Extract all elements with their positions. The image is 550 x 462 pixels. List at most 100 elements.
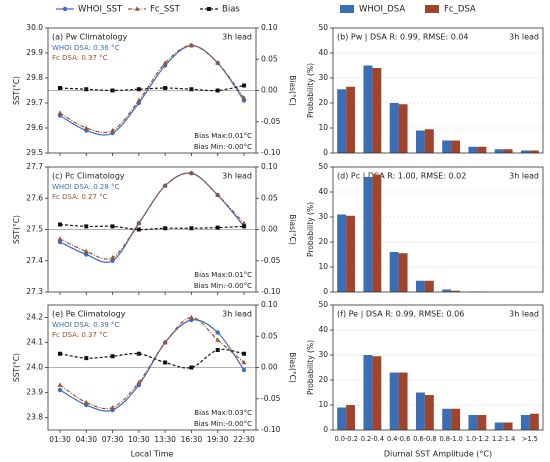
y2-tick-label: -0.10 [261,148,281,157]
y-tick-label: 0 [323,425,328,434]
x-tick-label: 19:30 [207,435,229,444]
plot-frame [47,27,257,154]
bar [451,140,461,153]
marker [215,192,221,197]
y2-tick-label: 0.05 [261,193,278,202]
bar [451,408,461,430]
panel-title: (c) Pc Climatology [52,172,125,181]
bar [363,355,373,430]
x-axis-label: Diurnal SST Amplitude (°C) [384,450,492,459]
y-axis-label: Probability (%) [306,63,315,118]
marker [136,379,142,385]
marker [215,60,221,65]
marker [58,86,62,90]
marker [57,382,63,387]
marker [83,399,89,405]
panel: 0 10 20 30 40 50 Probability (%) (b) Pw | DSA R… [306,23,544,157]
panel: 0 10 20 30 40 50 Probability (%) (f) Pe | DSA R… [306,300,544,459]
marker [215,348,220,352]
y-tick-label: 50 [318,23,328,32]
dsa-label: Fc DSA: 0.37 °C [52,54,108,62]
marker [242,83,246,88]
marker [241,359,247,365]
bar [346,405,356,430]
plot-frame [47,166,257,293]
marker [162,339,168,345]
marker [189,226,194,231]
y-tick-label: 10 [318,123,328,132]
legend-label: WHOI_SST [78,5,123,15]
y2-tick-label: -0.10 [261,425,281,434]
marker [58,222,62,227]
y-tick-label: 0 [323,287,328,296]
marker [136,97,142,103]
lead-label: 3h lead [509,310,539,319]
marker [215,88,220,93]
bar [398,104,408,153]
marker [110,255,115,260]
lead-label: 3h lead [222,172,252,181]
marker [162,60,168,65]
legend: WHOI_SST Fc_SST Bias WHOI_DSA Fc_DSA [56,5,476,15]
marker [207,7,211,11]
series-line [59,84,245,92]
bar [424,129,434,153]
bar [520,150,530,153]
x-tick-label: 0.4-0.6 [387,435,410,443]
bias-label: Bias Min:-0.00°C [194,143,252,151]
bar [503,149,513,153]
dsa-label: Fc DSA: 0.37 °C [52,331,108,339]
panel: 23.8 23.9 24.0 24.1 24.2 SST(°C) (e) Pe Climat… [12,300,297,459]
series-line [59,223,245,231]
x-tick-label: 22:30 [233,435,255,444]
y-tick-label: 27.3 [26,287,43,296]
y-tick-label: 24.2 [26,313,43,322]
bar [415,130,425,153]
x-tick-label: 1.2-1.4 [492,435,515,443]
bar [442,140,452,153]
y-tick-label: 29.5 [26,148,43,157]
y-tick-label: 40 [318,48,328,57]
bar [398,372,408,430]
y-tick-label: 0 [323,148,328,157]
y-tick-label: 29.9 [26,48,43,57]
y2-tick-label: -0.10 [261,287,281,296]
bias-label: Bias Min:-0.00°C [194,420,252,428]
marker [215,330,220,335]
plot-frame [332,304,544,431]
bar [415,392,425,430]
marker [189,365,194,370]
marker [110,88,115,93]
legend-swatch [340,5,354,13]
bar [337,214,347,292]
bar [346,215,356,292]
marker [242,224,246,229]
y2-axis-label: Bias(°C) [288,75,297,106]
lead-label: 3h lead [222,310,252,319]
bar [477,415,487,430]
bar [372,174,382,292]
y-tick-label: 20 [318,98,328,107]
marker [110,354,115,359]
y-tick-label: 23.8 [26,413,43,422]
bar [424,280,434,292]
marker [84,356,89,361]
x-tick-label: >1.5 [522,435,538,443]
series-line [59,319,245,412]
bar [424,395,434,430]
y2-axis-label: Bias(°C) [288,352,297,383]
legend-label: Bias [222,5,240,15]
x-axis-label: Local Time [131,450,174,459]
bar [468,415,478,430]
marker [163,360,168,365]
marker [84,252,89,257]
y-tick-label: 29.7 [26,98,43,107]
y-tick-label: 20 [318,375,328,384]
dsa-label: WHOI DSA: 0.28 °C [52,183,120,191]
dsa-label: WHOI DSA: 0.36 °C [52,44,120,52]
x-tick-label: 0.8-1.0 [439,435,462,443]
y2-tick-label: 0.00 [261,363,278,372]
bar [346,86,356,153]
y-tick-label: 24.0 [26,363,43,372]
marker [163,226,168,231]
